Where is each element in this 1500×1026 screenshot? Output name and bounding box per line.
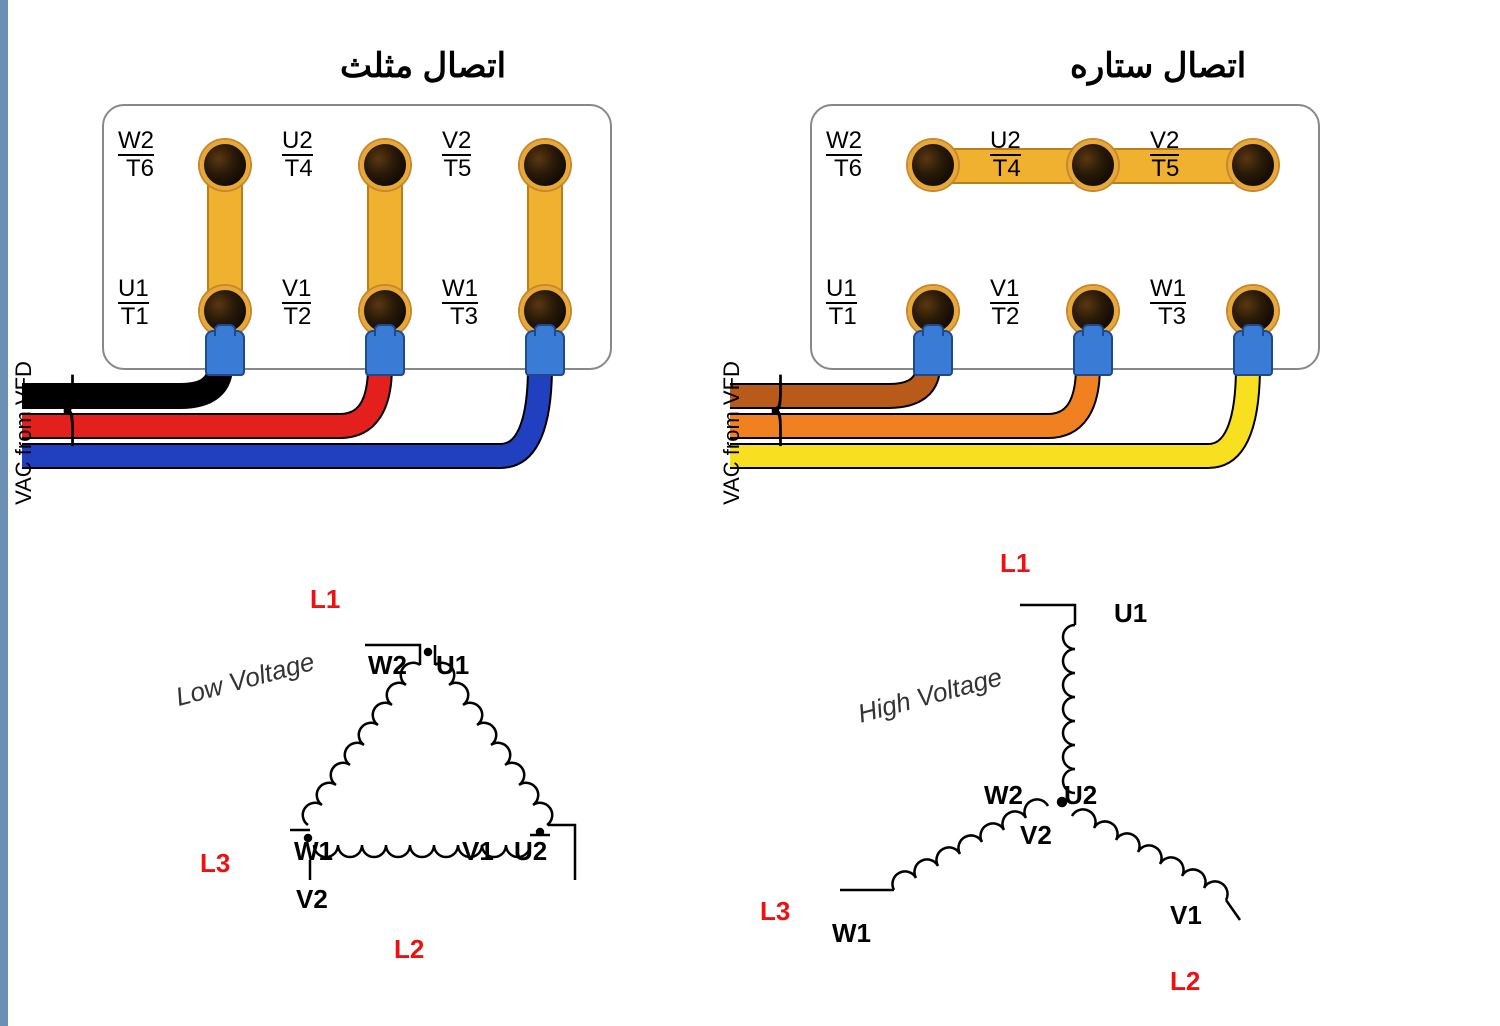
star-U2: U2 (1064, 780, 1097, 811)
delta-V1: V1 (462, 836, 494, 867)
star-terminal-V2 (1228, 140, 1278, 190)
delta-W1: W1 (294, 836, 333, 867)
delta-V2: V2 (296, 884, 328, 915)
star-terminal-label-U2: U2T4 (990, 128, 1021, 183)
star-terminal-label-V2: V2T5 (1150, 128, 1179, 183)
delta-L2: L2 (394, 934, 424, 965)
star-terminal-label-V1: V1T2 (990, 276, 1019, 331)
star-W2: W2 (984, 780, 1023, 811)
star-connector-U1 (913, 330, 953, 376)
delta-U2: U2 (514, 836, 547, 867)
star-vfd-label: VAC from VFD (719, 361, 745, 505)
delta-U1: U1 (436, 650, 469, 681)
delta-L3: L3 (200, 848, 230, 879)
star-L3: L3 (760, 896, 790, 927)
star-terminal-W2 (908, 140, 958, 190)
delta-L1: L1 (310, 584, 340, 615)
star-wires (0, 0, 1500, 520)
star-terminal-label-U1: U1T1 (826, 276, 857, 331)
star-terminal-U2 (1068, 140, 1118, 190)
star-U1: U1 (1114, 598, 1147, 629)
star-connector-V1 (1073, 330, 1113, 376)
delta-W2: W2 (368, 650, 407, 681)
star-V2: V2 (1020, 820, 1052, 851)
star-connector-W1 (1233, 330, 1273, 376)
star-V1: V1 (1170, 900, 1202, 931)
star-terminal-label-W1: W1T3 (1150, 276, 1186, 331)
star-L1: L1 (1000, 548, 1030, 579)
star-L2: L2 (1170, 966, 1200, 997)
star-brace-icon: ⎨ (769, 376, 792, 446)
star-terminal-label-W2: W2T6 (826, 128, 862, 183)
star-W1: W1 (832, 918, 871, 949)
